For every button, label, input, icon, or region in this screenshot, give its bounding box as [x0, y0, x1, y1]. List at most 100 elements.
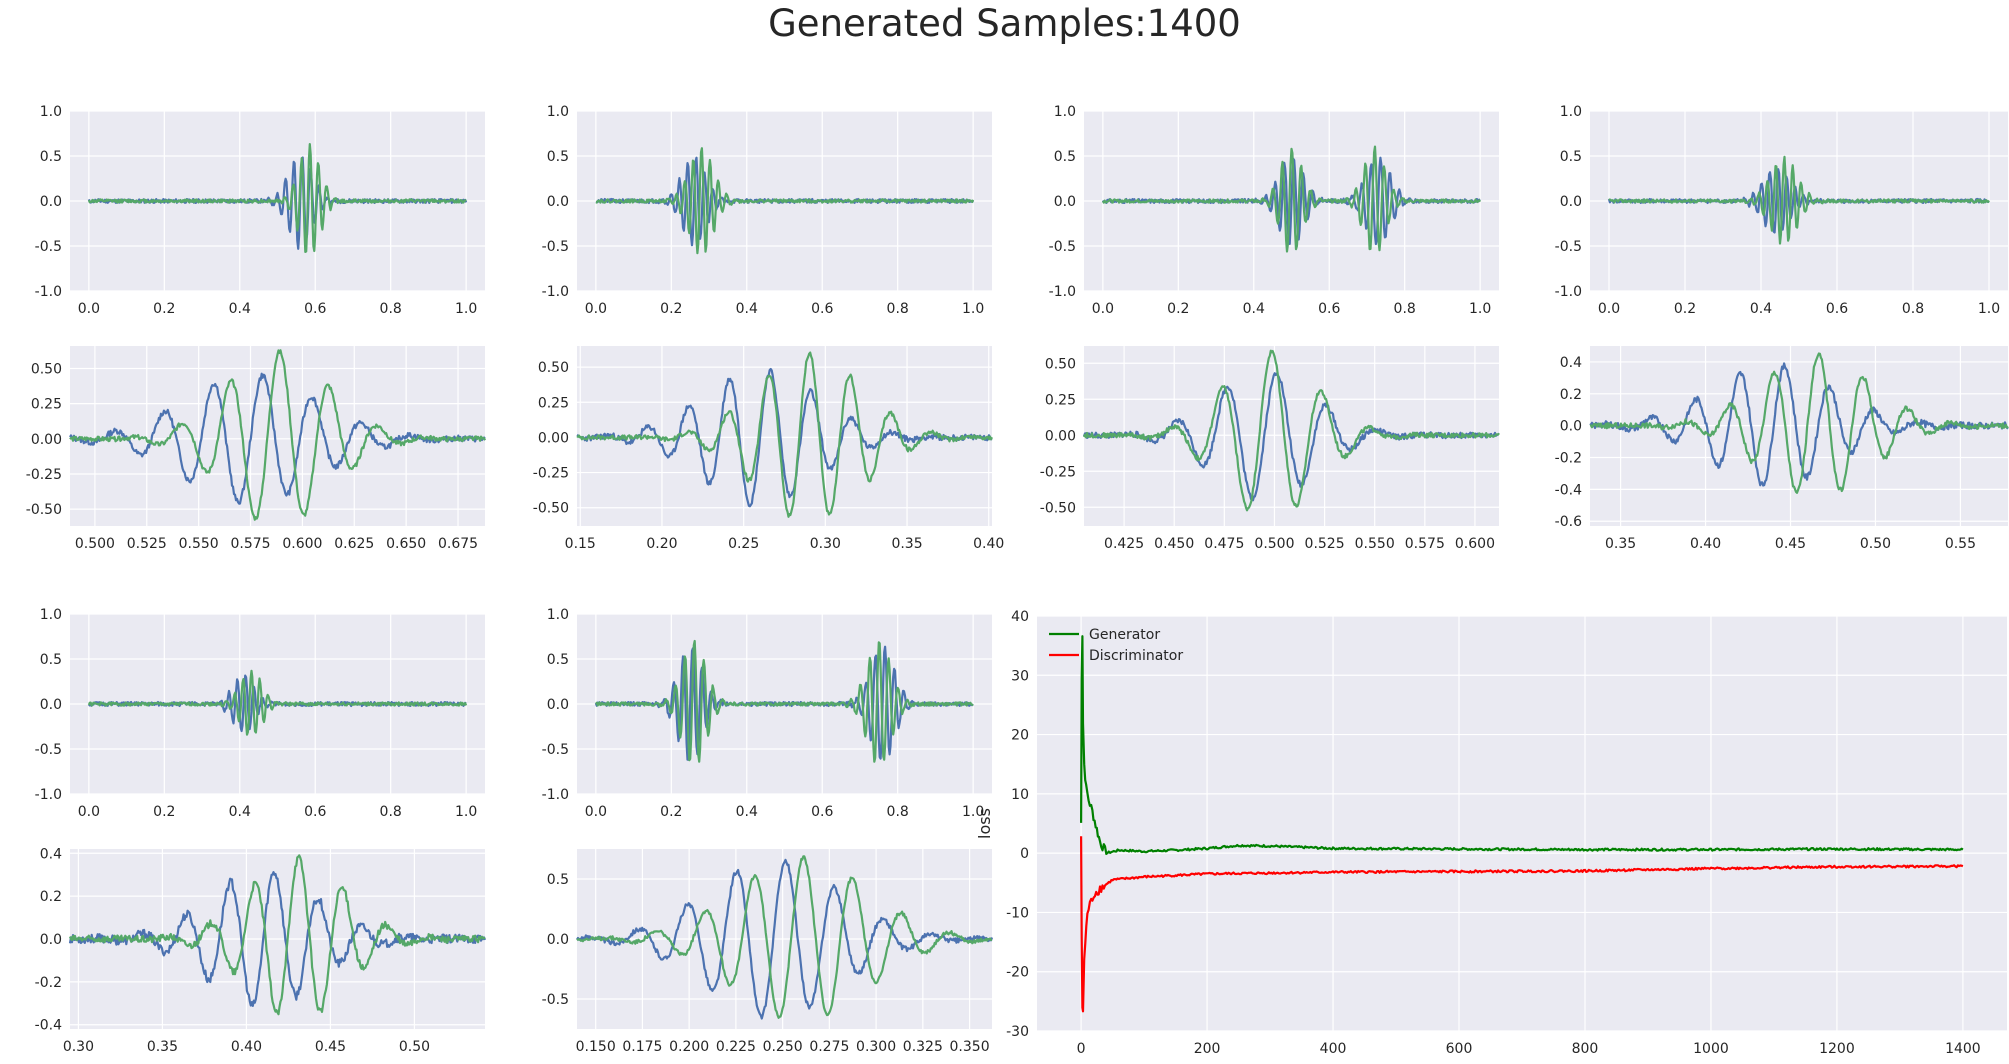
y-tick-label: -0.2 [1555, 451, 1582, 467]
plot-area [1037, 616, 2007, 1031]
y-tick-label: 0.5 [547, 652, 569, 668]
y-tick-label: -20 [1006, 965, 1029, 981]
y-tick-label: 0.5 [1560, 149, 1582, 165]
series-line-b [1589, 352, 2009, 494]
y-tick-label: -0.25 [533, 466, 569, 482]
series-line-b [68, 854, 486, 1016]
y-tick-label: 0.0 [547, 697, 569, 713]
x-tick-label: 0.35 [1605, 536, 1636, 552]
x-tick-label: 1.0 [455, 301, 477, 317]
series-line-b [1608, 155, 1990, 245]
chart-panel-row1-col3: 0.0 0.2 0.4 0.6 0.8 1.0 -1.0 -0.5 0.0 0.5 1.0 [1049, 104, 1499, 317]
y-tick-label: -0.50 [1040, 500, 1076, 516]
y-tick-label: 0.25 [1045, 392, 1076, 408]
chart-panel-row4-col2: 0.150 0.175 0.200 0.225 0.250 0.275 0.300 0.325… [542, 849, 994, 1055]
x-tick-label: 0.8 [1902, 301, 1924, 317]
chart-panel-row4-col1: 0.30 0.35 0.40 0.45 0.50 -0.4 -0.2 0.0 0.2 0.4 [35, 846, 487, 1055]
y-tick-label: 1.0 [1560, 104, 1582, 120]
x-tick-label: 1.0 [962, 804, 984, 820]
x-tick-label: 0.500 [1254, 536, 1294, 552]
x-tick-label: 0.15 [565, 536, 596, 552]
legend-label-generator: Generator [1089, 627, 1160, 643]
y-tick-label: -0.5 [1555, 239, 1582, 255]
x-tick-label: 0.175 [622, 1039, 662, 1055]
x-tick-label: 0.6 [304, 804, 326, 820]
y-tick-label: 1.0 [40, 104, 62, 120]
x-tick-label: 0.625 [334, 536, 374, 552]
series-line-b [595, 147, 975, 255]
chart-panel-loss: 0 200 400 600 800 1000 1200 1400 -30 -20 -10 0 10 20 3… [975, 609, 2007, 1057]
y-tick-label: 1.0 [1054, 104, 1076, 120]
series-line-b [87, 669, 468, 736]
y-tick-label: -0.4 [35, 1018, 62, 1034]
x-tick-label: 0.550 [1355, 536, 1395, 552]
x-tick-label: 200 [1194, 1041, 1221, 1057]
x-tick-label: 0.450 [1154, 536, 1194, 552]
series-line-discriminator [1080, 836, 1964, 1013]
x-tick-label: 0.325 [903, 1039, 943, 1055]
series-line-b [69, 349, 486, 521]
series-line-b [576, 855, 993, 1019]
y-tick-label: 0.5 [40, 652, 62, 668]
y-tick-label: -1.0 [35, 284, 62, 300]
y-tick-label: 0.0 [40, 697, 62, 713]
y-tick-label: 0.2 [40, 889, 62, 905]
x-tick-label: 0.6 [1318, 301, 1340, 317]
y-tick-label: 0.4 [40, 846, 62, 862]
x-tick-label: 0.6 [811, 804, 833, 820]
x-tick-label: 0 [1077, 1041, 1086, 1057]
x-tick-label: 0.0 [1598, 301, 1620, 317]
x-tick-label: 0.4 [736, 301, 758, 317]
x-tick-label: 1000 [1693, 1041, 1729, 1057]
y-tick-label: -10 [1006, 905, 1029, 921]
y-tick-label: 0.5 [547, 872, 569, 888]
series-line-a [68, 871, 487, 1007]
x-tick-label: 0.30 [810, 536, 841, 552]
x-tick-label: 0.45 [1775, 536, 1806, 552]
x-tick-label: 0.2 [1674, 301, 1696, 317]
x-tick-label: 800 [1572, 1041, 1599, 1057]
series-line-b [1082, 349, 1500, 512]
x-tick-label: 0.2 [1167, 301, 1189, 317]
x-tick-label: 0.475 [1204, 536, 1244, 552]
y-tick-label: -1.0 [1555, 284, 1582, 300]
chart-panel-row1-col1: 0.0 0.2 0.4 0.6 0.8 1.0 -1.0 -0.5 0.0 0.5 1.0 [35, 104, 485, 317]
x-tick-label: 0.4 [229, 804, 251, 820]
y-tick-label: 0.5 [1054, 149, 1076, 165]
series-line-generator [1080, 635, 1964, 855]
x-tick-label: 0.500 [75, 536, 115, 552]
legend-label-discriminator: Discriminator [1089, 648, 1183, 664]
y-tick-label: 0.00 [31, 432, 62, 448]
y-tick-label: -0.5 [542, 239, 569, 255]
y-tick-label: -0.5 [542, 742, 569, 758]
chart-panel-row3-col1: 0.0 0.2 0.4 0.6 0.8 1.0 -1.0 -0.5 0.0 0.5 1.0 [35, 607, 485, 820]
chart-panel-row2-col2: 0.15 0.20 0.25 0.30 0.35 0.40 -0.50 -0.25 0.00 0.… [533, 346, 1004, 552]
x-tick-label: 0.150 [576, 1039, 616, 1055]
x-tick-label: 0.350 [950, 1039, 990, 1055]
x-tick-label: 0.35 [891, 536, 922, 552]
chart-panel-row2-col4: 0.35 0.40 0.45 0.50 0.55 -0.6 -0.4 -0.2 0.0 0.2 0.… [1555, 346, 2009, 552]
y-tick-label: -0.25 [26, 467, 62, 483]
x-tick-label: 0.225 [716, 1039, 756, 1055]
x-tick-label: 0.6 [1826, 301, 1848, 317]
x-tick-label: 0.675 [438, 536, 478, 552]
x-tick-label: 0.4 [1750, 301, 1772, 317]
y-tick-label: 0.4 [1560, 355, 1582, 371]
x-tick-label: 0.6 [304, 301, 326, 317]
chart-panel-row1-col4: 0.0 0.2 0.4 0.6 0.8 1.0 -1.0 -0.5 0.0 0.5 1.0 [1555, 104, 2008, 317]
x-tick-label: 0.0 [585, 804, 607, 820]
y-tick-label: -1.0 [542, 787, 569, 803]
x-tick-label: 0.275 [809, 1039, 849, 1055]
y-tick-label: 1.0 [547, 104, 569, 120]
y-tick-label: 0.50 [31, 362, 62, 378]
x-tick-label: 0.25 [728, 536, 759, 552]
x-tick-label: 0.575 [230, 536, 270, 552]
x-tick-label: 0.55 [1945, 536, 1976, 552]
x-tick-label: 1.0 [455, 804, 477, 820]
y-tick-label: -0.50 [26, 502, 62, 518]
x-tick-label: 0.45 [315, 1039, 346, 1055]
series-line-b [595, 639, 974, 763]
x-tick-label: 0.8 [380, 301, 402, 317]
x-tick-label: 1200 [1819, 1041, 1855, 1057]
x-tick-label: 0.550 [179, 536, 219, 552]
